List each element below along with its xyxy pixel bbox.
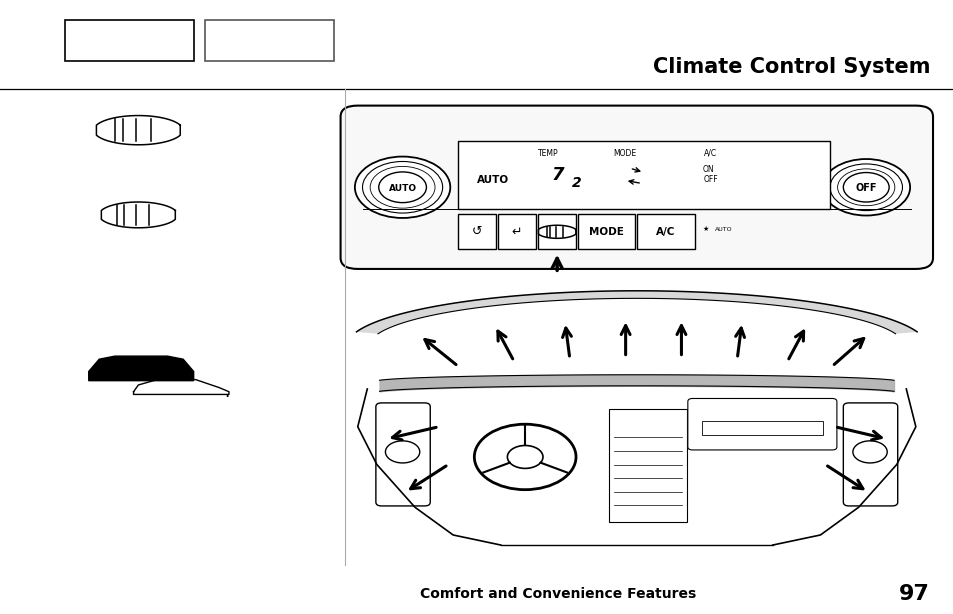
- Bar: [457, 141, 829, 209]
- Text: TEMP: TEMP: [537, 149, 558, 158]
- Text: ★: ★: [701, 226, 708, 231]
- Text: AUTO: AUTO: [476, 176, 509, 185]
- Text: AUTO: AUTO: [714, 227, 731, 233]
- FancyBboxPatch shape: [340, 106, 932, 269]
- Text: 97: 97: [899, 585, 929, 604]
- Text: A/C: A/C: [703, 149, 717, 158]
- Text: Comfort and Convenience Features: Comfort and Convenience Features: [419, 588, 696, 601]
- Text: 7: 7: [551, 166, 564, 184]
- Text: OFF: OFF: [702, 174, 718, 184]
- Circle shape: [821, 159, 909, 216]
- Bar: [497, 214, 536, 249]
- Circle shape: [842, 173, 888, 202]
- Bar: [205, 20, 334, 61]
- FancyBboxPatch shape: [687, 398, 836, 450]
- Bar: [608, 409, 686, 523]
- Text: MODE: MODE: [613, 149, 636, 158]
- Text: MODE: MODE: [589, 227, 623, 237]
- Bar: [457, 214, 496, 249]
- Text: AUTO: AUTO: [388, 184, 416, 193]
- Bar: [578, 214, 635, 249]
- Circle shape: [355, 157, 450, 218]
- Bar: [637, 214, 694, 249]
- Circle shape: [378, 172, 426, 203]
- Polygon shape: [89, 356, 193, 381]
- Text: OFF: OFF: [855, 184, 876, 193]
- Text: 2: 2: [572, 176, 581, 190]
- Text: A/C: A/C: [656, 227, 675, 237]
- Bar: [701, 421, 821, 435]
- Bar: [537, 214, 576, 249]
- Text: Climate Control System: Climate Control System: [652, 56, 929, 77]
- Text: .: .: [183, 362, 189, 381]
- Text: ↵: ↵: [511, 225, 522, 238]
- Text: ON: ON: [702, 165, 714, 174]
- Text: ↺: ↺: [471, 225, 482, 238]
- Text: .: .: [224, 383, 230, 401]
- Bar: [65, 20, 193, 61]
- Polygon shape: [356, 291, 916, 334]
